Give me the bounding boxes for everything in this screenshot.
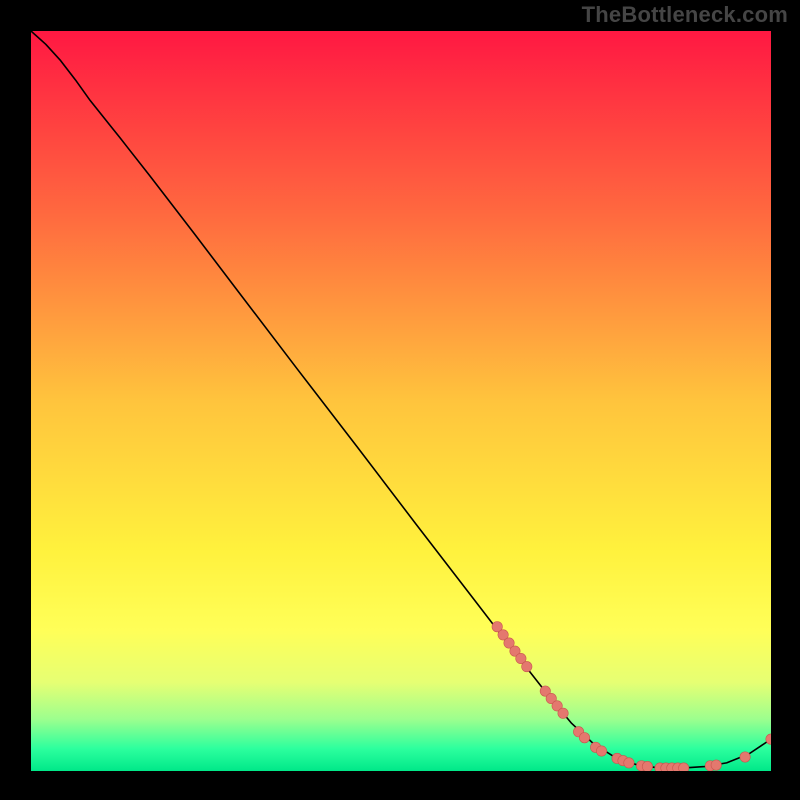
data-marker	[579, 733, 589, 743]
gradient-background	[31, 31, 771, 771]
data-marker	[711, 760, 721, 770]
data-marker	[596, 746, 606, 756]
data-marker	[642, 761, 652, 771]
data-marker	[740, 752, 750, 762]
data-marker	[624, 758, 634, 768]
data-marker	[522, 661, 532, 671]
plot-area	[31, 31, 771, 771]
watermark-text: TheBottleneck.com	[582, 2, 788, 28]
chart-svg	[31, 31, 771, 771]
data-marker	[558, 708, 568, 718]
data-marker	[678, 763, 688, 771]
